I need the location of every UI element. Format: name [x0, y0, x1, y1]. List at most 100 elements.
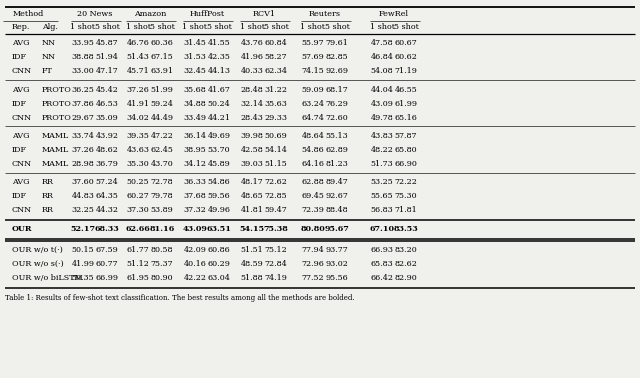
Text: Reuters: Reuters: [309, 10, 341, 18]
Text: 55.97: 55.97: [301, 39, 324, 47]
Text: 81.16: 81.16: [149, 225, 175, 233]
Text: Alg.: Alg.: [42, 23, 58, 31]
Text: 1 shot: 1 shot: [239, 23, 264, 31]
Text: 28.48: 28.48: [241, 85, 264, 93]
Text: 51.15: 51.15: [264, 160, 287, 168]
Text: IDF: IDF: [12, 146, 27, 154]
Text: 45.71: 45.71: [127, 67, 149, 75]
Text: 80.58: 80.58: [151, 246, 173, 254]
Text: CNN: CNN: [12, 206, 32, 214]
Text: 51.88: 51.88: [241, 274, 263, 282]
Text: RR: RR: [42, 206, 54, 214]
Text: 49.78: 49.78: [371, 113, 394, 121]
Text: 60.84: 60.84: [264, 39, 287, 47]
Text: 53.70: 53.70: [208, 146, 230, 154]
Text: RR: RR: [42, 178, 54, 186]
Text: 32.25: 32.25: [72, 206, 95, 214]
Text: 37.60: 37.60: [72, 178, 94, 186]
Text: 37.30: 37.30: [127, 206, 149, 214]
Text: 36.79: 36.79: [95, 160, 118, 168]
Text: 71.81: 71.81: [395, 206, 417, 214]
Text: 36.14: 36.14: [184, 132, 207, 140]
Text: 77.52: 77.52: [301, 274, 324, 282]
Text: 82.85: 82.85: [326, 53, 348, 61]
Text: 49.69: 49.69: [207, 132, 230, 140]
Text: 57.87: 57.87: [395, 132, 417, 140]
Text: 36.25: 36.25: [72, 85, 95, 93]
Text: 35.63: 35.63: [264, 99, 287, 107]
Text: 50.15: 50.15: [72, 246, 94, 254]
Text: 37.68: 37.68: [184, 192, 206, 200]
Text: 79.78: 79.78: [150, 192, 173, 200]
Text: 39.03: 39.03: [241, 160, 264, 168]
Text: 34.02: 34.02: [127, 113, 149, 121]
Text: 49.96: 49.96: [207, 206, 230, 214]
Text: 20 News: 20 News: [77, 10, 113, 18]
Text: 1 shot: 1 shot: [125, 23, 150, 31]
Text: 44.83: 44.83: [72, 192, 95, 200]
Text: 59.09: 59.09: [301, 85, 324, 93]
Text: AVG: AVG: [12, 39, 29, 47]
Text: 43.09: 43.09: [182, 225, 207, 233]
Text: 79.61: 79.61: [326, 39, 348, 47]
Text: 61.99: 61.99: [394, 99, 417, 107]
Text: 74.15: 74.15: [301, 67, 324, 75]
Text: 57.24: 57.24: [95, 178, 118, 186]
Text: 64.16: 64.16: [301, 160, 324, 168]
Text: 51.51: 51.51: [241, 246, 264, 254]
Text: RR: RR: [42, 192, 54, 200]
Text: 53.89: 53.89: [150, 206, 173, 214]
Text: 48.59: 48.59: [241, 260, 264, 268]
Text: 72.60: 72.60: [326, 113, 348, 121]
Text: 34.12: 34.12: [184, 160, 207, 168]
Text: PROTO: PROTO: [42, 99, 72, 107]
Text: 50.35: 50.35: [72, 274, 94, 282]
Text: 57.69: 57.69: [301, 53, 324, 61]
Text: Method: Method: [12, 10, 44, 18]
Text: Rep.: Rep.: [12, 23, 30, 31]
Text: 89.47: 89.47: [326, 178, 348, 186]
Text: HuffPost: HuffPost: [189, 10, 225, 18]
Text: 68.17: 68.17: [326, 85, 348, 93]
Text: 41.91: 41.91: [127, 99, 150, 107]
Text: 37.32: 37.32: [184, 206, 207, 214]
Text: 28.98: 28.98: [72, 160, 94, 168]
Text: 54.86: 54.86: [301, 146, 324, 154]
Text: 29.67: 29.67: [72, 113, 95, 121]
Text: 54.86: 54.86: [207, 178, 230, 186]
Text: 69.45: 69.45: [301, 192, 324, 200]
Text: 75.30: 75.30: [395, 192, 417, 200]
Text: 43.83: 43.83: [371, 132, 394, 140]
Text: OUR w/o s(·): OUR w/o s(·): [12, 260, 64, 268]
Text: 51.99: 51.99: [150, 85, 173, 93]
Text: 45.87: 45.87: [96, 39, 118, 47]
Text: 60.62: 60.62: [395, 53, 417, 61]
Text: 5 shot: 5 shot: [394, 23, 419, 31]
Text: 60.36: 60.36: [150, 39, 173, 47]
Text: 46.76: 46.76: [127, 39, 149, 47]
Text: Amazon: Amazon: [134, 10, 166, 18]
Text: 44.04: 44.04: [371, 85, 394, 93]
Text: 63.24: 63.24: [301, 99, 324, 107]
Text: 67.10: 67.10: [369, 225, 394, 233]
Text: 50.69: 50.69: [264, 132, 287, 140]
Text: 40.33: 40.33: [241, 67, 264, 75]
Text: 33.49: 33.49: [184, 113, 207, 121]
Text: 41.55: 41.55: [207, 39, 230, 47]
Text: 71.19: 71.19: [395, 67, 417, 75]
Text: 63.04: 63.04: [207, 274, 230, 282]
Text: 34.88: 34.88: [184, 99, 206, 107]
Text: 1 shot: 1 shot: [182, 23, 207, 31]
Text: 54.08: 54.08: [371, 67, 394, 75]
Text: 75.37: 75.37: [150, 260, 173, 268]
Text: 42.09: 42.09: [184, 246, 207, 254]
Text: 44.32: 44.32: [95, 206, 118, 214]
Text: 77.94: 77.94: [301, 246, 324, 254]
Text: 51.94: 51.94: [95, 53, 118, 61]
Text: 41.81: 41.81: [241, 206, 264, 214]
Text: 50.25: 50.25: [127, 178, 149, 186]
Text: 64.35: 64.35: [95, 192, 118, 200]
Text: 65.16: 65.16: [395, 113, 417, 121]
Text: 40.16: 40.16: [184, 260, 207, 268]
Text: 33.95: 33.95: [72, 39, 95, 47]
